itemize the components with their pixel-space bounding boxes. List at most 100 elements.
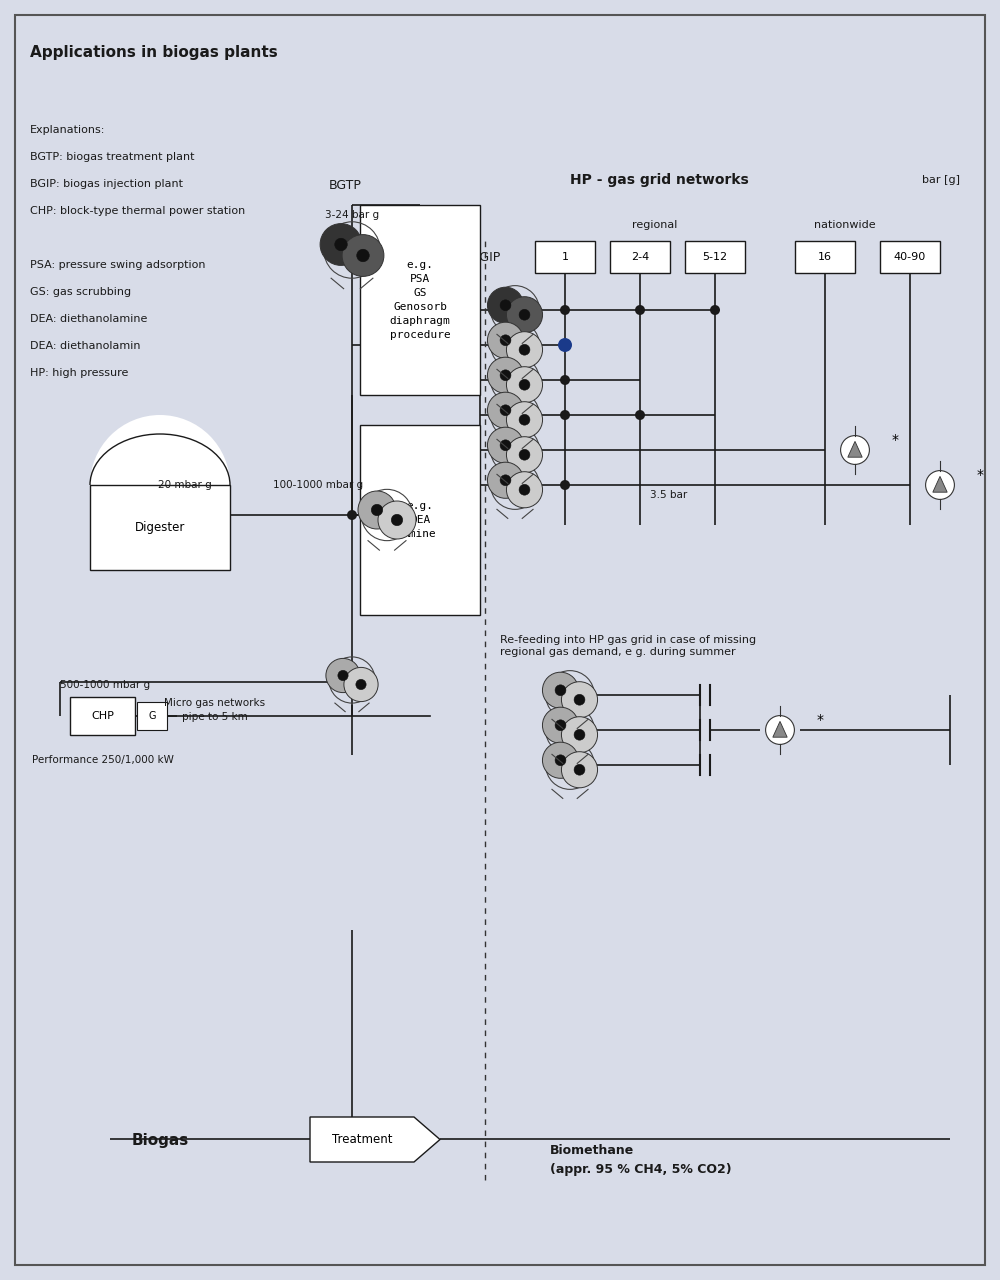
Circle shape xyxy=(487,323,524,358)
Text: Applications in biogas plants: Applications in biogas plants xyxy=(30,45,278,60)
Circle shape xyxy=(542,742,579,778)
Circle shape xyxy=(500,335,511,346)
Text: 1: 1 xyxy=(562,252,568,262)
Text: CHP: CHP xyxy=(91,710,114,721)
Text: Biogas: Biogas xyxy=(131,1133,189,1147)
Circle shape xyxy=(519,449,530,461)
Circle shape xyxy=(506,436,543,472)
Circle shape xyxy=(356,680,366,690)
Circle shape xyxy=(500,440,511,451)
Circle shape xyxy=(344,667,378,701)
Circle shape xyxy=(500,370,511,380)
Circle shape xyxy=(766,716,794,745)
FancyBboxPatch shape xyxy=(685,241,745,273)
Text: *: * xyxy=(976,468,984,483)
Polygon shape xyxy=(933,476,947,493)
FancyBboxPatch shape xyxy=(880,241,940,273)
Text: Performance 250/1,000 kW: Performance 250/1,000 kW xyxy=(32,755,173,765)
Text: 3-24 bar g: 3-24 bar g xyxy=(325,210,379,220)
Circle shape xyxy=(710,305,720,315)
Circle shape xyxy=(560,480,570,490)
Text: 100-1000 mbar g: 100-1000 mbar g xyxy=(273,480,363,490)
Text: Biomethane
(appr. 95 % CH4, 5% CO2): Biomethane (appr. 95 % CH4, 5% CO2) xyxy=(550,1144,732,1175)
Circle shape xyxy=(487,287,524,324)
Circle shape xyxy=(519,379,530,390)
Text: DEA: diethanolamin: DEA: diethanolamin xyxy=(30,340,141,351)
FancyBboxPatch shape xyxy=(360,425,480,614)
Text: BGTP: biogas treatment plant: BGTP: biogas treatment plant xyxy=(30,152,195,163)
Circle shape xyxy=(326,658,360,692)
Circle shape xyxy=(560,410,570,420)
Circle shape xyxy=(335,238,347,251)
FancyBboxPatch shape xyxy=(535,241,595,273)
Circle shape xyxy=(561,682,598,718)
Circle shape xyxy=(371,504,383,516)
Circle shape xyxy=(358,492,396,529)
Text: Digester: Digester xyxy=(135,521,185,534)
Circle shape xyxy=(506,332,543,367)
Circle shape xyxy=(574,764,585,776)
Polygon shape xyxy=(310,1117,440,1162)
Circle shape xyxy=(574,730,585,740)
Text: e.g.
PSA
GS
Genosorb
diaphragm
procedure: e.g. PSA GS Genosorb diaphragm procedure xyxy=(390,260,450,340)
Text: *: * xyxy=(892,433,898,447)
Circle shape xyxy=(342,234,384,276)
Text: 5-12: 5-12 xyxy=(702,252,728,262)
Text: BGTP: BGTP xyxy=(329,178,361,192)
Circle shape xyxy=(926,471,954,499)
Text: CHP: block-type thermal power station: CHP: block-type thermal power station xyxy=(30,206,245,216)
Circle shape xyxy=(320,224,362,265)
Text: 500-1000 mbar g: 500-1000 mbar g xyxy=(60,680,150,690)
Text: BGIP: BGIP xyxy=(472,251,501,264)
Circle shape xyxy=(555,685,566,695)
Text: 2-4: 2-4 xyxy=(631,252,649,262)
Text: 40-90: 40-90 xyxy=(894,252,926,262)
Circle shape xyxy=(841,435,869,465)
Text: HP: high pressure: HP: high pressure xyxy=(30,369,128,378)
Circle shape xyxy=(542,707,579,744)
FancyBboxPatch shape xyxy=(360,205,480,396)
FancyBboxPatch shape xyxy=(90,485,230,570)
Circle shape xyxy=(635,410,645,420)
Wedge shape xyxy=(90,415,230,485)
Circle shape xyxy=(378,500,416,539)
Circle shape xyxy=(519,310,530,320)
Circle shape xyxy=(519,415,530,425)
Text: regional: regional xyxy=(632,220,678,230)
Circle shape xyxy=(519,484,530,495)
Text: 3.5 bar: 3.5 bar xyxy=(650,490,687,500)
Polygon shape xyxy=(773,722,787,737)
FancyBboxPatch shape xyxy=(70,698,135,735)
FancyBboxPatch shape xyxy=(137,701,167,730)
Text: Explanations:: Explanations: xyxy=(30,125,105,134)
Circle shape xyxy=(391,515,403,526)
Polygon shape xyxy=(848,442,862,457)
Circle shape xyxy=(347,509,357,520)
Text: Re-feeding into HP gas grid in case of missing
regional gas demand, e g. during : Re-feeding into HP gas grid in case of m… xyxy=(500,635,756,657)
Circle shape xyxy=(487,357,524,393)
Circle shape xyxy=(542,672,579,708)
Circle shape xyxy=(506,297,543,333)
Text: nationwide: nationwide xyxy=(814,220,876,230)
Text: 20 mbar g: 20 mbar g xyxy=(158,480,212,490)
Circle shape xyxy=(519,344,530,355)
Circle shape xyxy=(561,717,598,753)
Circle shape xyxy=(487,392,524,429)
Circle shape xyxy=(487,428,524,463)
Text: e.g.
DEA
Amine: e.g. DEA Amine xyxy=(403,500,437,539)
Circle shape xyxy=(487,462,524,498)
Text: G: G xyxy=(148,710,156,721)
Circle shape xyxy=(500,404,511,416)
Circle shape xyxy=(506,366,543,403)
Text: HP - gas grid networks: HP - gas grid networks xyxy=(570,173,749,187)
Text: GS: gas scrubbing: GS: gas scrubbing xyxy=(30,287,131,297)
Circle shape xyxy=(560,305,570,315)
Circle shape xyxy=(560,375,570,385)
Circle shape xyxy=(500,300,511,311)
Circle shape xyxy=(555,755,566,765)
Circle shape xyxy=(561,751,598,787)
Circle shape xyxy=(635,305,645,315)
Text: 16: 16 xyxy=(818,252,832,262)
Circle shape xyxy=(506,472,543,508)
Circle shape xyxy=(574,694,585,705)
